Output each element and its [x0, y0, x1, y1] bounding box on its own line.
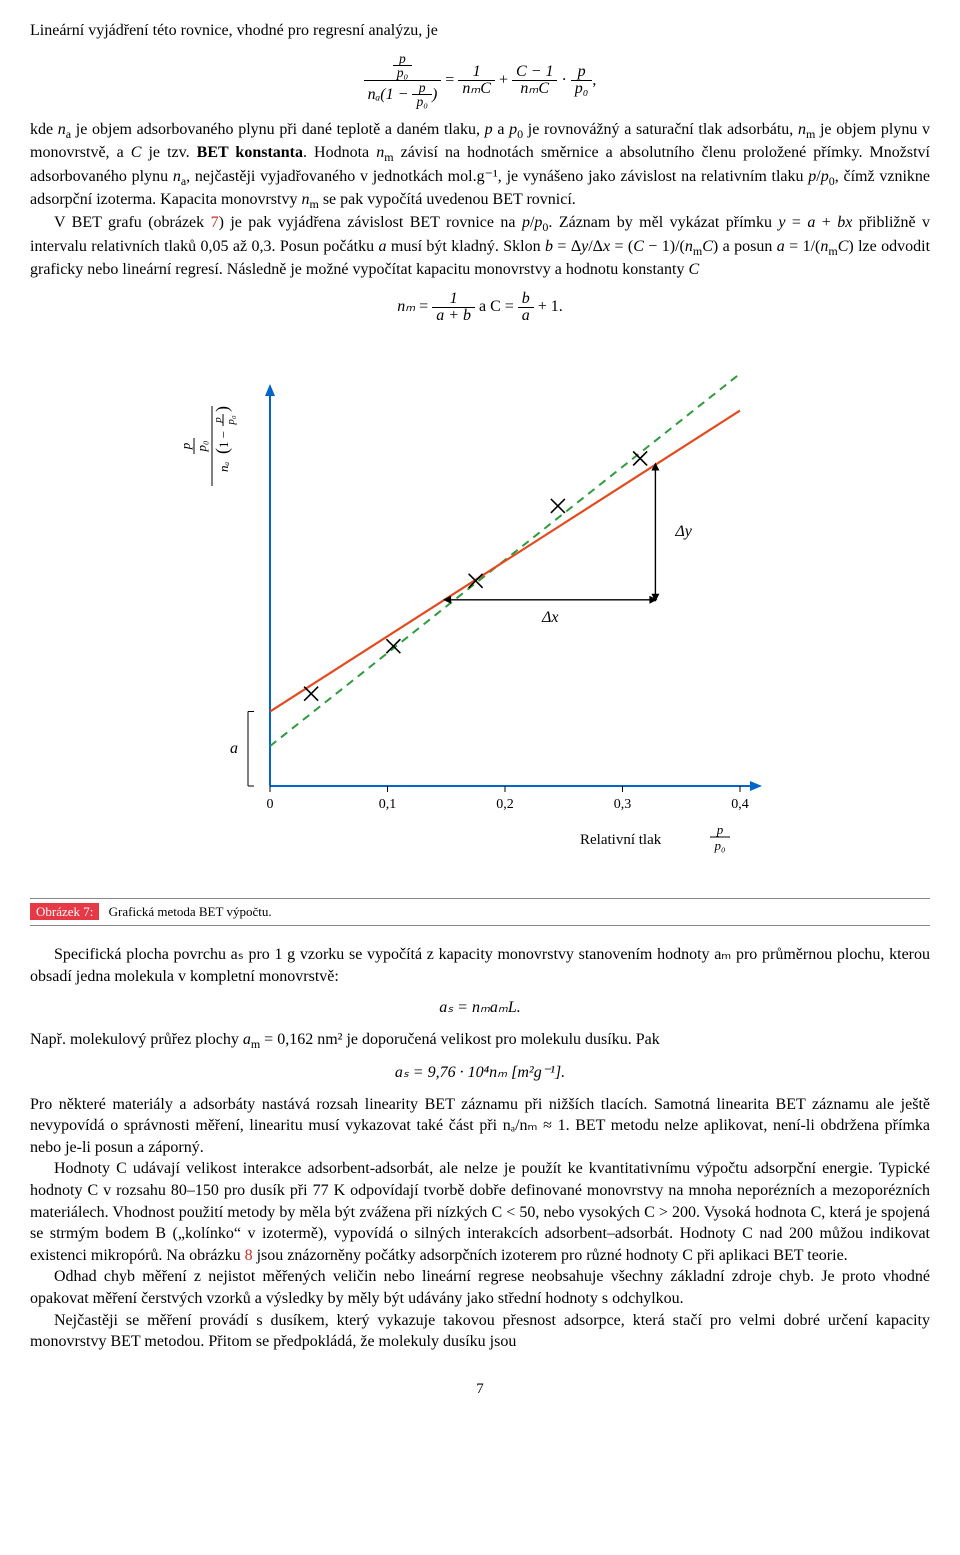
bet-plot: 00,10,20,30,4ΔyΔxapp₀nₐ(1 − pp₀)Relativn… — [160, 346, 800, 886]
figure-ref-8: 8 — [245, 1247, 253, 1264]
paragraph-specific-area: Specifická plocha povrchu aₛ pro 1 g vzo… — [30, 944, 930, 987]
svg-text:nₐ: nₐ — [216, 461, 231, 472]
svg-text:): ) — [212, 406, 233, 412]
paragraph-C-values: Hodnoty C udávají velikost interakce ads… — [30, 1158, 930, 1266]
figure-7-label: Obrázek 7: — [30, 903, 99, 920]
svg-text:p: p — [212, 417, 224, 424]
svg-text:Relativní tlak: Relativní tlak — [580, 832, 662, 848]
svg-text:p: p — [178, 442, 193, 450]
page-number: 7 — [30, 1379, 930, 1399]
paragraph-defs: kde na je objem adsorbovaného plynu při … — [30, 119, 930, 213]
figure-ref-7: 7 — [211, 214, 219, 231]
equation-bet-linear: pp₀ nₐ(1 − pp₀) = 1nₘC + C − 1nₘC · pp₀, — [30, 52, 930, 109]
svg-text:0,1: 0,1 — [379, 797, 397, 812]
svg-text:0: 0 — [267, 797, 274, 812]
svg-text:p: p — [716, 822, 724, 837]
svg-text:0,3: 0,3 — [614, 797, 632, 812]
equation-as: aₛ = nₘaₘL. — [30, 997, 930, 1019]
intro-line1: Lineární vyjádření této rovnice, vhodné … — [30, 20, 930, 42]
svg-text:0,2: 0,2 — [496, 797, 514, 812]
figure-7-caption: Obrázek 7: Grafická metoda BET výpočtu. — [30, 898, 930, 926]
svg-text:a: a — [230, 740, 238, 757]
paragraph-linearity: Pro některé materiály a adsorbáty nastáv… — [30, 1094, 930, 1159]
paragraph-errors: Odhad chyb měření z nejistot měřených ve… — [30, 1266, 930, 1309]
svg-text:p₀: p₀ — [194, 440, 209, 452]
equation-nm-C: nₘ = 1a + b a C = ba + 1. — [30, 291, 930, 324]
svg-text:Δy: Δy — [674, 523, 692, 540]
paragraph-nitrogen: Nejčastěji se měření provádí s dusíkem, … — [30, 1310, 930, 1353]
equation-as-num: aₛ = 9,76 · 10⁴nₘ [m²g⁻¹]. — [30, 1062, 930, 1084]
svg-text:Δx: Δx — [541, 609, 559, 626]
paragraph-bet-graph: V BET grafu (obrázek 7) je pak vyjádřena… — [30, 212, 930, 280]
svg-text:p₀: p₀ — [225, 415, 237, 426]
paragraph-am: Např. molekulový průřez plochy am = 0,16… — [30, 1029, 930, 1052]
svg-text:1 −: 1 − — [216, 431, 231, 448]
svg-text:0,4: 0,4 — [731, 797, 749, 812]
svg-text:p₀: p₀ — [713, 838, 725, 853]
